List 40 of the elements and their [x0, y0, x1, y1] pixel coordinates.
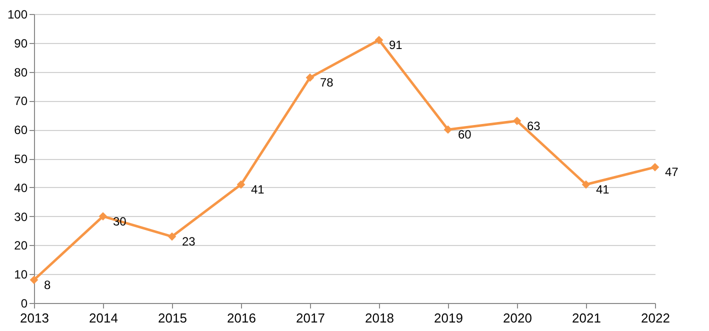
point: [582, 180, 590, 189]
x-tick-label: 2016: [227, 310, 256, 326]
point: [512, 116, 522, 126]
y-tick-label: 20: [14, 238, 28, 253]
y-tick-label: 40: [14, 180, 28, 195]
point: [168, 232, 176, 241]
data-label: 41: [596, 182, 610, 197]
data-label: 23: [182, 234, 196, 249]
data-label: 60: [458, 128, 472, 142]
data-label: 41: [251, 182, 265, 197]
data-label: 91: [389, 38, 403, 52]
point: [306, 73, 314, 82]
x-tick-label: 2015: [158, 310, 187, 326]
point: [98, 212, 108, 220]
x-tick-label: 2022: [641, 310, 670, 326]
x-tick-label: 2019: [434, 310, 463, 326]
x-tick-label: 2013: [20, 310, 49, 326]
data-label: 78: [320, 76, 334, 90]
data-label: 47: [665, 165, 679, 180]
x-tick-label: 2018: [365, 310, 394, 326]
x-tick-label: 2020: [503, 310, 532, 326]
y-tick-label: 10: [14, 268, 28, 282]
y-tick-label: 30: [14, 210, 28, 224]
point: [444, 125, 452, 134]
y-tick-label: 80: [14, 65, 28, 80]
y-tick-label: 70: [14, 94, 28, 108]
y-tick-label: 90: [14, 36, 28, 50]
data-label: 63: [527, 118, 541, 133]
point: [650, 162, 660, 172]
point: [30, 276, 38, 284]
x-tick-label: 2017: [296, 310, 325, 326]
x-tick-label: 2014: [89, 310, 118, 326]
data-label: 8: [44, 278, 51, 292]
point: [236, 180, 246, 189]
x-tick-label: 2021: [572, 310, 601, 326]
y-tick-label: 100: [7, 8, 28, 22]
point: [374, 36, 384, 44]
y-tick-label: 60: [14, 123, 28, 138]
y-tick-label: 0: [20, 296, 28, 310]
y-tick-label: 50: [14, 152, 28, 166]
